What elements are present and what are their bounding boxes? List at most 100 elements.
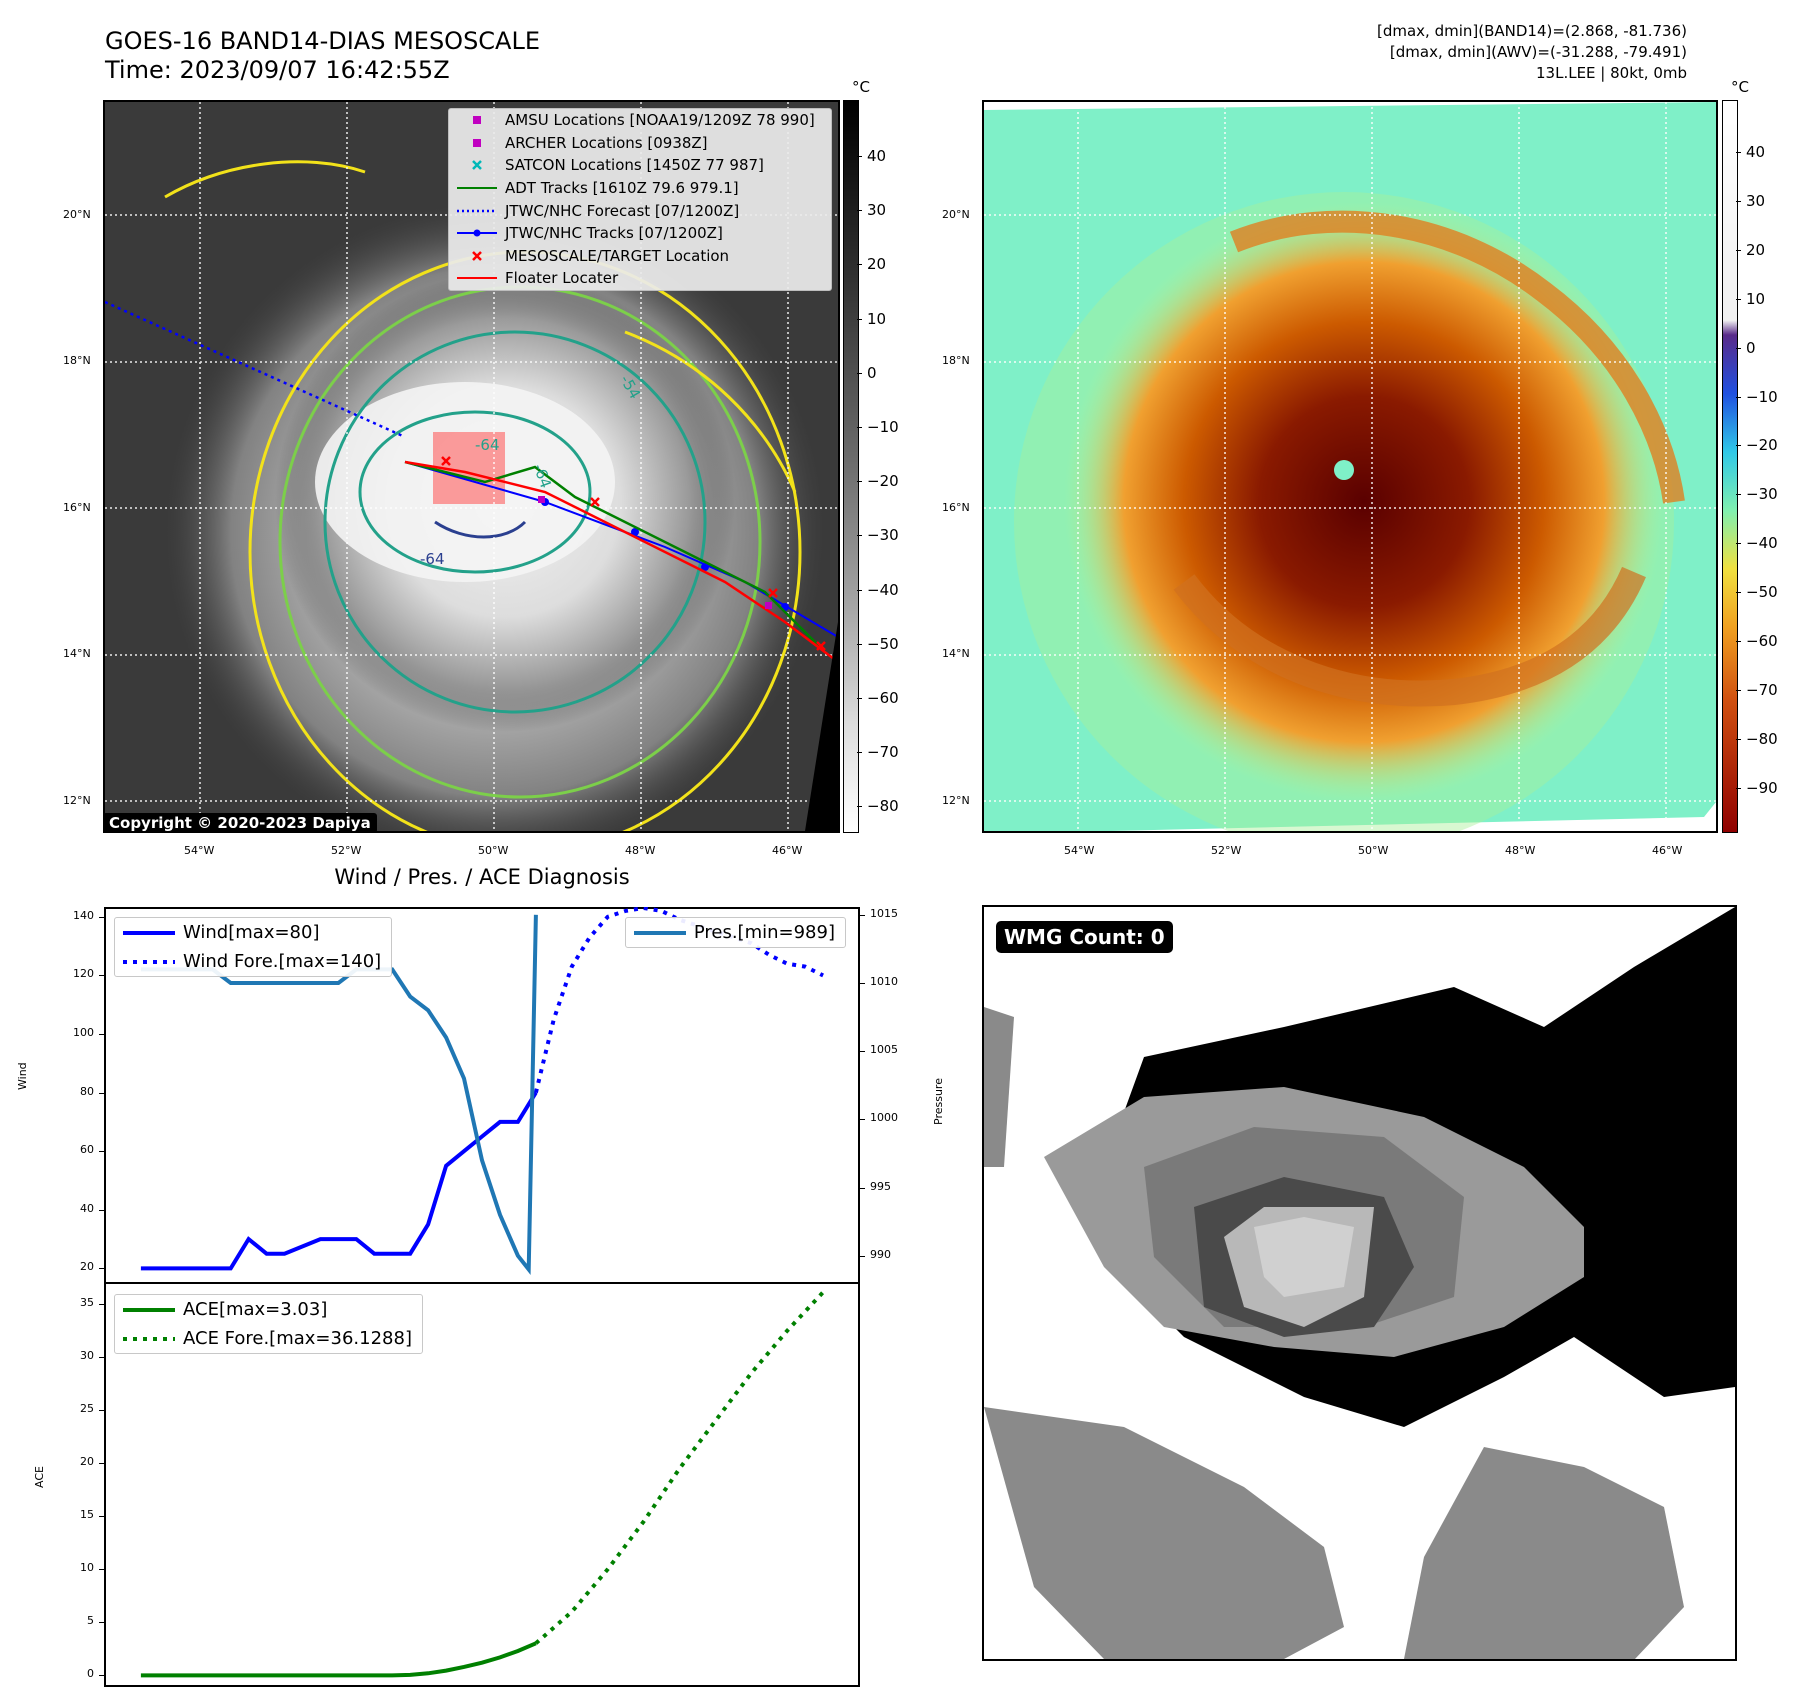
legend-pres: Pres.[min=989]	[626, 918, 845, 947]
axis-tick-label: 120	[73, 967, 94, 981]
wind-legend-label: Wind[max=80]	[183, 922, 320, 943]
colorbar-tick-mark	[1736, 543, 1741, 545]
dmax-awv: [dmax, dmin](AWV)=(-31.288, -79.491)	[1389, 43, 1687, 61]
ace-series-line	[140, 1641, 537, 1678]
ace-legend-label: ACE[max=3.03]	[183, 1299, 328, 1320]
colorbar-tick-label: 30	[867, 201, 887, 220]
colorbar-tick-label: 10	[867, 309, 887, 328]
colorbar-tick-mark	[857, 589, 862, 591]
colorbar-tick-mark	[857, 698, 862, 699]
colorbar-tick-label: −20	[867, 472, 899, 491]
ace-legend-swatch	[123, 1307, 175, 1312]
axis-tick-mark	[860, 1051, 865, 1053]
lat-label: 18°N	[63, 354, 91, 367]
axis-tick-mark	[99, 975, 104, 977]
axis-tick-mark	[99, 1092, 104, 1094]
axis-tick-label: 100	[73, 1025, 94, 1039]
wind-forecast-series-line	[533, 905, 824, 1094]
legend-ace: ACE[max=3.03]	[115, 1295, 422, 1324]
legend-marker-icon	[457, 277, 497, 280]
colorbar-tick-label: 40	[867, 147, 887, 165]
colorbar-tick-label: −60	[1746, 632, 1778, 650]
legend-item: Floater Locater	[449, 267, 831, 290]
legend-marker-icon	[472, 250, 482, 261]
pres-legend: Pres.[min=989]	[624, 917, 846, 948]
axis-tick-mark	[860, 914, 865, 916]
colorbar-tick-mark	[1736, 152, 1741, 153]
colorbar-tick-label: −30	[1746, 485, 1778, 504]
ace-forecast-series-line	[534, 1290, 825, 1645]
axis-tick-label: 30	[80, 1349, 94, 1363]
legend-marker-icon	[457, 187, 497, 190]
legend-item: ADT Tracks [1610Z 79.6 979.1]	[449, 177, 831, 200]
colorbar-tick-mark	[1736, 396, 1741, 398]
colorbar-tick-mark	[857, 806, 862, 808]
axis-tick-mark	[99, 1304, 104, 1306]
wmg-panel: WMG Count: 0	[982, 905, 1737, 1661]
axis-tick-label: 60	[80, 1143, 94, 1157]
legend-item: JTWC/NHC Tracks [07/1200Z]	[449, 222, 831, 245]
legend-label: Floater Locater	[505, 269, 619, 288]
wind-legend: Wind[max=80] Wind Fore.[max=140]	[114, 917, 393, 977]
legend-wind: Wind[max=80]	[115, 918, 391, 947]
lon-label: 46°W	[1652, 844, 1683, 857]
colorbar-tick-label: −80	[1746, 729, 1778, 748]
colorbar-tick-label: −50	[867, 634, 899, 653]
awv-map-image	[984, 102, 1716, 831]
lat-label: 16°N	[942, 501, 970, 514]
colorbar-tick-mark	[857, 264, 862, 266]
lat-label: 12°N	[63, 794, 91, 807]
colorbar-tick-label: −40	[1746, 534, 1778, 553]
colorbar-tick-mark	[1736, 494, 1741, 496]
colorbar-tick-label: −20	[1746, 436, 1778, 455]
axis-tick-label: 35	[80, 1296, 94, 1310]
legend-wind-forecast: Wind Fore.[max=140]	[115, 947, 391, 976]
legend-label: AMSU Locations [NOAA19/1209Z 78 990]	[505, 111, 815, 130]
pres-legend-label: Pres.[min=989]	[693, 922, 835, 943]
axis-tick-mark	[860, 983, 865, 984]
axis-tick-mark	[99, 1151, 104, 1153]
diagnosis-title: Wind / Pres. / ACE Diagnosis	[334, 865, 630, 889]
colorbar-tick-mark	[1736, 347, 1741, 349]
colorbar-tick-mark	[857, 156, 862, 157]
copyright-badge: Copyright © 2020-2023 Dapiya	[105, 813, 377, 831]
axis-tick-label: 995	[870, 1179, 891, 1193]
lon-label: 50°W	[478, 844, 509, 857]
colorbar-tick-label: −30	[867, 526, 899, 545]
lon-label: 46°W	[772, 844, 803, 857]
wind-forecast-legend-label: Wind Fore.[max=140]	[183, 951, 382, 972]
ace-forecast-legend-label: ACE Fore.[max=36.1288]	[183, 1328, 412, 1349]
axis-tick-label: 80	[80, 1084, 94, 1098]
lon-label: 52°W	[331, 844, 362, 857]
legend-marker-icon	[473, 138, 481, 147]
lon-label: 48°W	[1505, 844, 1536, 857]
axis-tick-mark	[99, 1516, 104, 1518]
storm-info: 13L.LEE | 80kt, 0mb	[1536, 64, 1687, 82]
legend-marker-icon	[457, 229, 497, 237]
pres-legend-swatch	[633, 930, 686, 935]
colorbar-tick-mark	[1736, 592, 1741, 594]
axis-tick-mark	[99, 1357, 104, 1359]
colorbar-tick-mark	[857, 481, 862, 483]
colorbar-tick-mark	[1736, 249, 1741, 251]
lon-label: 54°W	[184, 844, 215, 857]
lat-label: 20°N	[942, 208, 970, 221]
legend-ace-forecast: ACE Fore.[max=36.1288]	[115, 1324, 422, 1353]
ir-colorbar	[843, 100, 859, 833]
colorbar-tick-label: −10	[867, 418, 899, 436]
colorbar-tick-label: 20	[867, 255, 887, 274]
axis-tick-label: 5	[87, 1614, 94, 1628]
colorbar-tick-mark	[1736, 200, 1741, 202]
axis-tick-label: 1010	[870, 975, 898, 988]
legend-marker-icon	[457, 209, 497, 212]
colorbar-tick-mark	[857, 372, 862, 374]
legend-item: MESOSCALE/TARGET Location	[449, 245, 831, 268]
legend-marker-icon	[473, 116, 481, 125]
axis-tick-mark	[99, 1033, 104, 1035]
wmg-count-badge: WMG Count: 0	[996, 921, 1173, 953]
legend-label: ARCHER Locations [0938Z]	[505, 133, 708, 152]
legend-label: MESOSCALE/TARGET Location	[505, 246, 730, 265]
lat-label: 18°N	[942, 354, 970, 367]
axis-tick-label: 1015	[870, 906, 898, 920]
lat-label: 16°N	[63, 501, 91, 514]
